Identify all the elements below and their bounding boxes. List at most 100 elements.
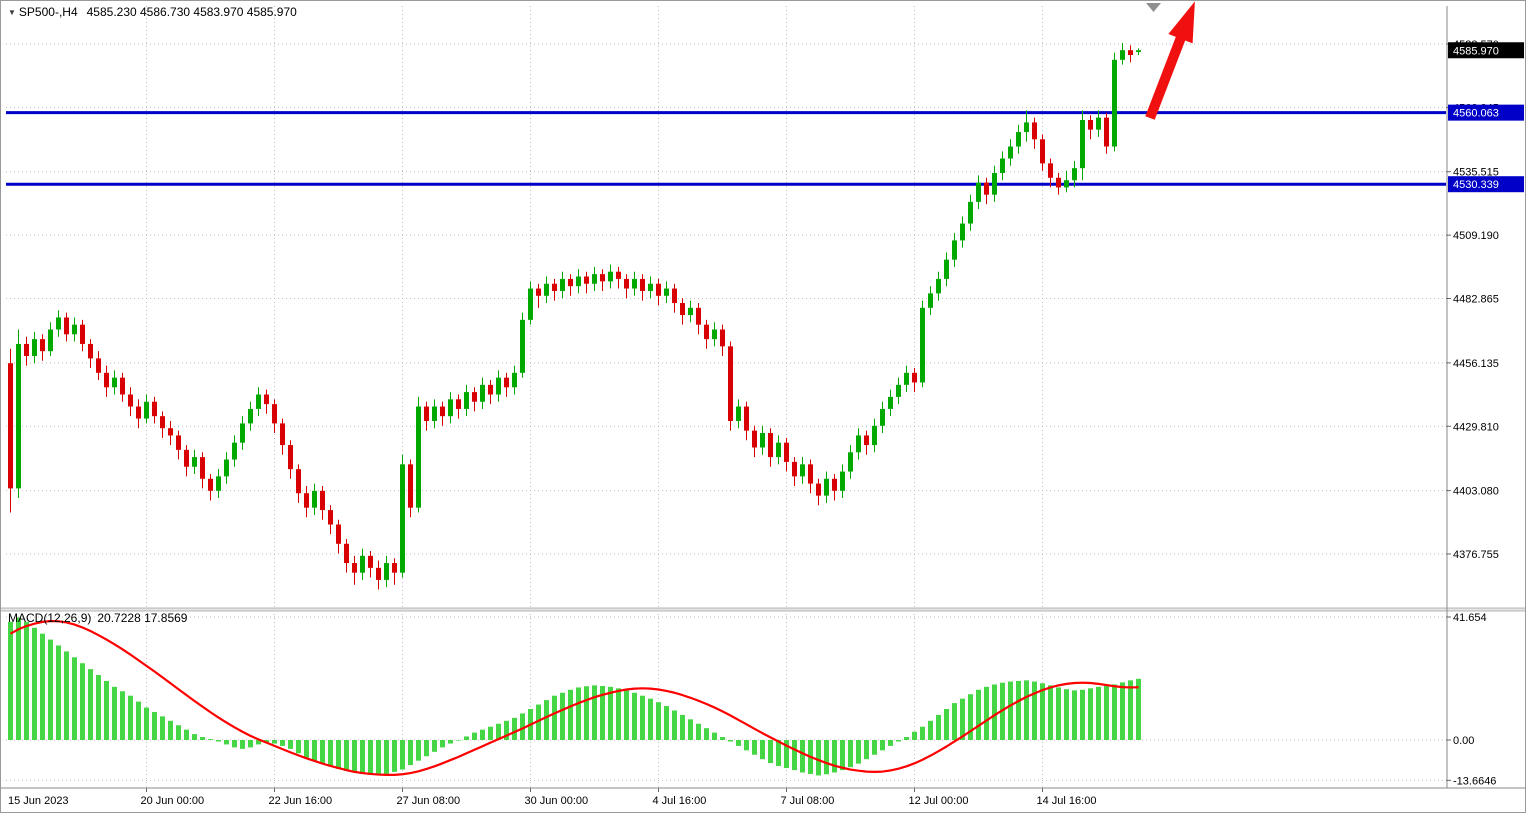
- bull-candle: [776, 442, 781, 458]
- bear-candle: [704, 324, 709, 340]
- macd-histogram-bar: [1072, 690, 1077, 740]
- macd-histogram-bar: [120, 691, 125, 740]
- bull-candle: [960, 223, 965, 241]
- bull-candle: [48, 329, 53, 352]
- bear-candle: [832, 478, 837, 491]
- bear-candle: [1104, 117, 1109, 147]
- bull-candle: [760, 433, 765, 448]
- macd-histogram-bar: [176, 725, 181, 740]
- macd-histogram-bar: [536, 704, 541, 740]
- bear-candle: [984, 182, 989, 195]
- bull-candle: [976, 182, 981, 202]
- scroll-marker-icon[interactable]: [1146, 3, 1161, 12]
- bear-candle: [264, 394, 269, 405]
- macd-histogram-bar: [160, 716, 165, 740]
- macd-histogram-bar: [384, 740, 389, 774]
- macd-histogram-bar: [792, 740, 797, 771]
- bear-candle: [304, 493, 309, 508]
- macd-histogram-bar: [1032, 681, 1037, 740]
- macd-histogram-bar: [800, 740, 805, 773]
- pane-splitter[interactable]: [0, 607, 1526, 612]
- macd-histogram-bar: [72, 657, 77, 740]
- macd-histogram-bar: [1056, 687, 1061, 740]
- bull-candle: [1112, 59, 1117, 147]
- price-axis-label: 4376.755: [1453, 549, 1499, 561]
- macd-histogram-bar: [216, 740, 221, 742]
- bear-candle: [160, 416, 165, 429]
- symbol-marker-icon: ▼: [8, 8, 16, 17]
- bear-candle: [152, 401, 157, 417]
- bull-candle: [880, 408, 885, 426]
- chart-title: ▼ SP500-,H4 4585.230 4586.730 4583.970 458…: [8, 5, 297, 19]
- macd-histogram-bar: [1136, 678, 1141, 740]
- bear-candle: [784, 442, 789, 462]
- bear-candle: [640, 278, 645, 291]
- macd-histogram-bar: [1024, 680, 1029, 740]
- macd-histogram-bar: [552, 695, 557, 740]
- bear-candle: [744, 406, 749, 431]
- macd-histogram-bar: [40, 633, 45, 740]
- bull-candle: [920, 307, 925, 383]
- bull-candle: [664, 288, 669, 296]
- macd-histogram-bar: [544, 700, 549, 740]
- bear-candle: [1056, 177, 1061, 188]
- ohlc-values-label: 4585.230 4586.730 4583.970 4585.970: [86, 5, 297, 19]
- bull-candle: [712, 329, 717, 340]
- macd-axis-label: 0.00: [1453, 735, 1474, 747]
- macd-histogram-bar: [32, 627, 37, 740]
- bear-candle: [792, 461, 797, 477]
- bull-candle: [256, 394, 261, 409]
- macd-histogram-bar: [488, 726, 493, 740]
- macd-histogram-bar: [680, 714, 685, 740]
- bull-candle: [824, 478, 829, 496]
- macd-histogram-bar: [56, 645, 61, 740]
- bull-candle: [928, 293, 933, 308]
- bear-candle: [96, 358, 101, 373]
- macd-histogram-bar: [408, 740, 413, 766]
- price-axis-label: 4429.810: [1453, 421, 1499, 433]
- macd-histogram-bar: [248, 740, 253, 748]
- current-price-tag-box: [1448, 42, 1524, 59]
- macd-histogram-bar: [48, 639, 53, 740]
- time-axis-label: 7 Jul 08:00: [781, 795, 835, 807]
- bear-candle: [328, 510, 333, 525]
- bull-candle: [496, 377, 501, 395]
- macd-histogram-bar: [64, 651, 69, 740]
- macd-histogram-bar: [944, 708, 949, 740]
- macd-histogram-bar: [264, 740, 269, 743]
- macd-axis-label: -13.6646: [1453, 775, 1496, 787]
- macd-histogram-bar: [480, 729, 485, 740]
- bear-candle: [296, 469, 301, 494]
- bull-candle: [840, 471, 845, 491]
- bull-candle: [968, 201, 973, 224]
- macd-histogram-bar: [1120, 682, 1125, 740]
- macd-histogram-bar: [600, 685, 605, 740]
- macd-histogram-bar: [328, 740, 333, 767]
- macd-histogram-bar: [1088, 688, 1093, 740]
- macd-histogram-bar: [192, 734, 197, 740]
- bear-candle: [368, 555, 373, 568]
- macd-histogram-bar: [392, 740, 397, 772]
- macd-histogram-bar: [720, 737, 725, 740]
- bear-candle: [272, 404, 277, 424]
- bull-candle: [592, 274, 597, 284]
- bear-candle: [568, 278, 573, 287]
- bear-candle: [488, 384, 493, 395]
- bear-candle: [1048, 163, 1053, 178]
- macd-histogram-bar: [1128, 680, 1133, 740]
- time-axis-label: 4 Jul 16:00: [653, 795, 707, 807]
- bear-candle: [408, 464, 413, 508]
- bull-candle: [192, 457, 197, 467]
- macd-histogram-bar: [8, 621, 13, 740]
- bull-candle: [1064, 180, 1069, 188]
- bear-candle: [728, 346, 733, 421]
- bear-candle: [768, 433, 773, 458]
- macd-histogram-bar: [560, 692, 565, 740]
- macd-histogram-bar: [880, 740, 885, 751]
- bear-candle: [696, 307, 701, 325]
- trend-arrow-annotation[interactable]: [1145, 1, 1195, 120]
- bear-candle: [600, 274, 605, 282]
- bear-candle: [80, 324, 85, 344]
